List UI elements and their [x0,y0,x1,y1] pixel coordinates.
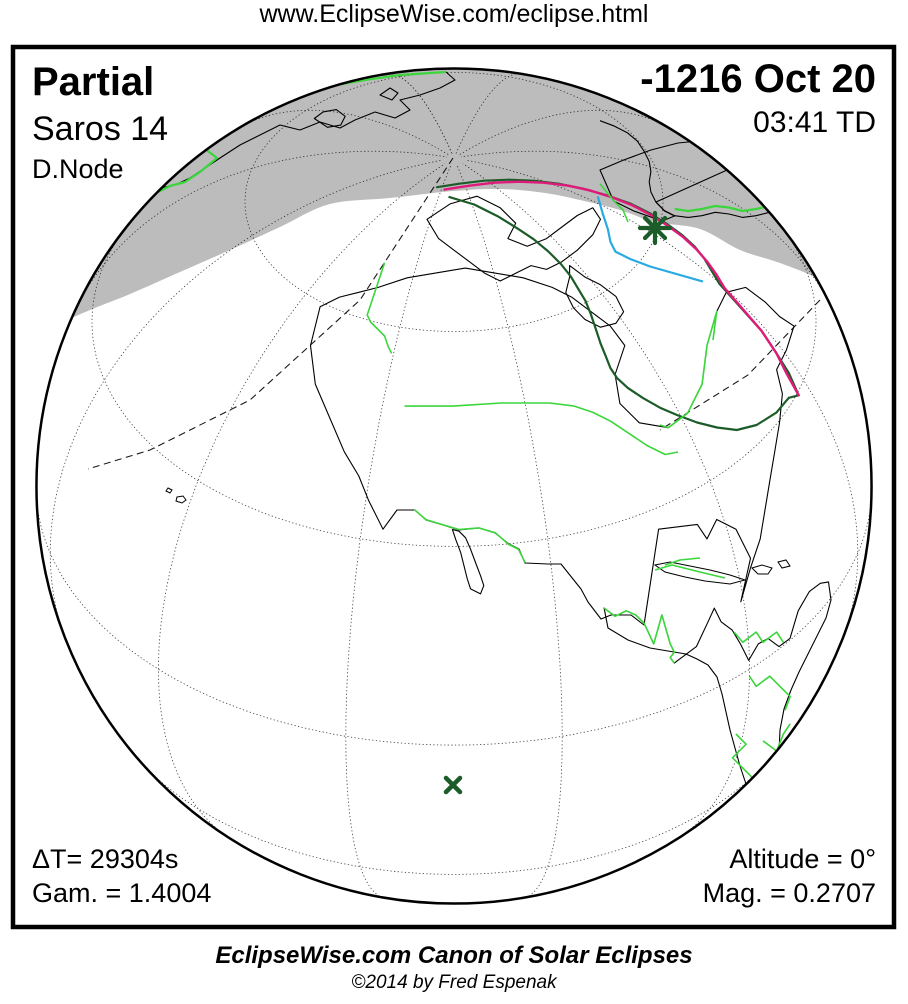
svg-text:EclipseWise.com Canon of Solar: EclipseWise.com Canon of Solar Eclipses [215,942,692,969]
svg-text:-1216 Oct 20: -1216 Oct 20 [640,57,876,101]
svg-text:D.Node: D.Node [32,154,124,184]
svg-text:www.EclipseWise.com/eclipse.ht: www.EclipseWise.com/eclipse.html [259,0,649,28]
svg-text:Saros 14: Saros 14 [32,110,168,148]
svg-text:©2014 by Fred Espenak: ©2014 by Fred Espenak [351,972,558,993]
svg-text:Altitude = 0°: Altitude = 0° [729,844,876,874]
svg-text:Gam. = 1.4004: Gam. = 1.4004 [32,878,211,908]
svg-text:Partial: Partial [32,60,154,104]
svg-text:03:41 TD: 03:41 TD [753,106,876,139]
svg-text:ΔT= 29304s: ΔT= 29304s [32,844,178,874]
svg-text:Mag. = 0.2707: Mag. = 0.2707 [703,878,876,908]
